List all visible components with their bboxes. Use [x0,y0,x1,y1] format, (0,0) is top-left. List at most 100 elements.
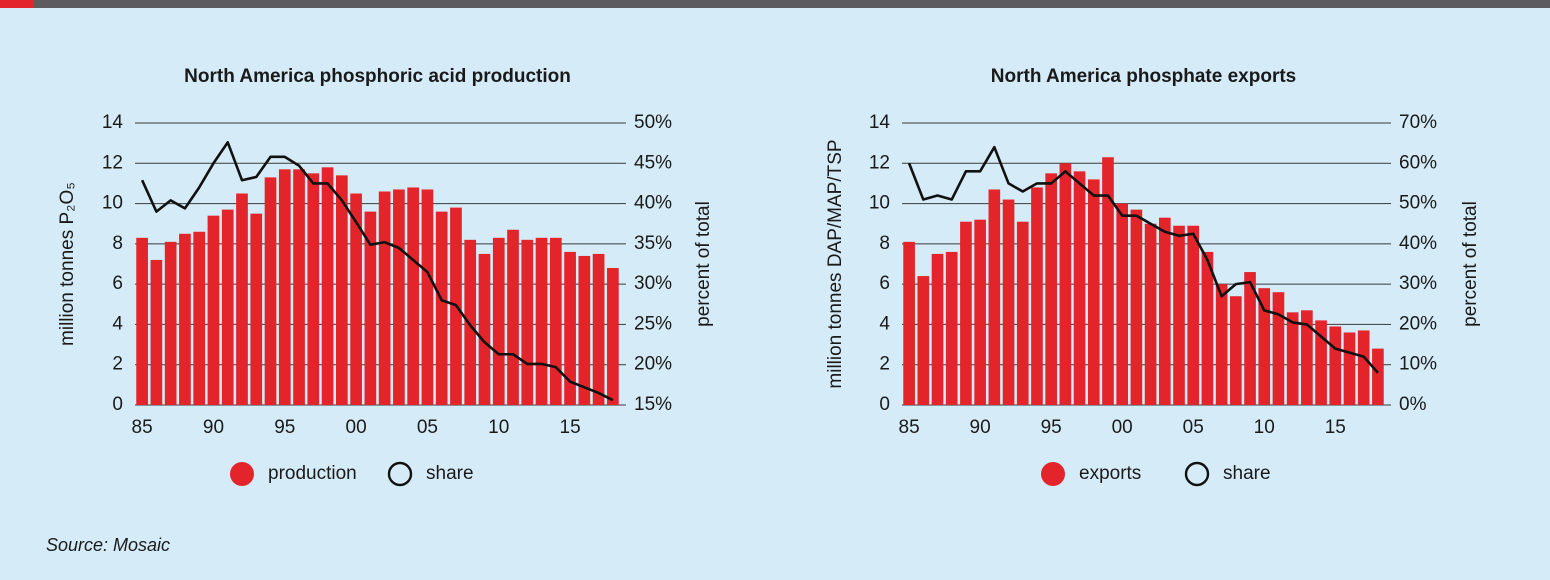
bar [1002,199,1015,405]
bar [378,191,391,405]
chart-title: North America phosphoric acid production [184,66,571,87]
y2-tick-label: 35% [634,233,672,254]
bar [535,237,548,405]
bar [507,229,519,405]
bar [492,237,505,405]
top-bar [0,0,1550,8]
bar [564,251,576,405]
bar [179,233,191,405]
legend-label: share [426,463,474,484]
y-axis-label: million tonnes DAP/MAP/TSP [825,139,846,388]
share-line [140,141,614,402]
chart-title: North America phosphate exports [991,66,1296,87]
bar [988,189,1001,405]
bar [335,175,348,405]
y2-tick-label: 30% [634,273,672,294]
bar [1258,288,1271,405]
bar [1045,173,1057,405]
y2-tick-label: 0% [1399,394,1427,415]
bar [193,231,206,405]
bar [407,187,420,405]
y2-tick-label: 15% [634,394,672,415]
bar [393,189,405,405]
bar [974,219,986,405]
y2-tick-label: 50% [1399,193,1437,214]
bar [1343,332,1356,405]
bar [1173,225,1185,405]
y-tick-label: 6 [879,273,890,294]
x-tick-label: 15 [1325,417,1346,438]
bar [1087,179,1100,405]
y2-tick-label: 10% [1399,354,1437,375]
bar [1201,251,1214,405]
bar [435,211,448,405]
share-line [907,145,1379,374]
bar [321,167,334,405]
bar [1329,326,1342,405]
bar [350,193,362,405]
x-tick-label: 00 [346,417,367,438]
x-tick-label: 05 [417,417,438,438]
bar [1301,310,1313,405]
bar [1215,284,1228,405]
x-tick-label: 95 [274,417,295,438]
bar [264,177,277,405]
bar [521,239,534,405]
y2-tick-label: 60% [1399,152,1437,173]
x-tick-label: 15 [560,417,581,438]
bar [960,221,972,405]
y-tick-label: 8 [879,233,890,254]
x-tick-label: 00 [1112,417,1133,438]
bar [1357,330,1370,405]
bar [1187,225,1200,405]
bar [1286,312,1299,405]
bar [1230,296,1242,405]
y2-tick-label: 50% [634,112,672,133]
x-tick-label: 05 [1183,417,1204,438]
bar [592,253,605,405]
bar [1272,292,1285,405]
y2-tick-label: 70% [1399,112,1437,133]
bar [207,215,220,405]
bar [250,213,263,405]
bar [221,209,234,405]
y2-tick-label: 20% [634,354,672,375]
bar [1016,221,1029,405]
x-tick-label: 85 [132,417,153,438]
y-tick-label: 0 [112,394,123,415]
y2-axis-label: percent of total [1460,201,1481,327]
bar [1031,187,1043,405]
y-tick-label: 10 [869,193,890,214]
bar [931,253,944,405]
x-tick-label: 10 [1254,417,1275,438]
source: Source: Mosaic [46,535,170,555]
bar [1059,163,1072,405]
y2-tick-label: 25% [634,313,672,334]
y-tick-label: 6 [112,273,123,294]
bar [421,189,434,405]
y-tick-label: 0 [879,394,890,415]
legend-swatch [1041,462,1065,486]
y-tick-label: 2 [112,354,123,375]
bar [549,237,562,405]
bar [903,241,915,405]
legend-label: production [268,463,357,484]
y-tick-label: 2 [879,354,890,375]
legend-label: exports [1079,463,1141,484]
bar [236,193,248,405]
x-tick-label: 85 [899,417,920,438]
bar [1116,203,1129,405]
y2-tick-label: 40% [1399,233,1437,254]
y-tick-label: 10 [102,193,123,214]
y2-axis-label: percent of total [693,201,714,327]
bar [917,276,930,405]
legend-swatch [230,462,254,486]
bar [464,239,477,405]
bar [1372,348,1384,405]
y-tick-label: 12 [869,152,890,173]
bar [1315,320,1327,405]
bar [1130,209,1143,405]
x-tick-label: 95 [1041,417,1062,438]
bar [164,241,177,405]
